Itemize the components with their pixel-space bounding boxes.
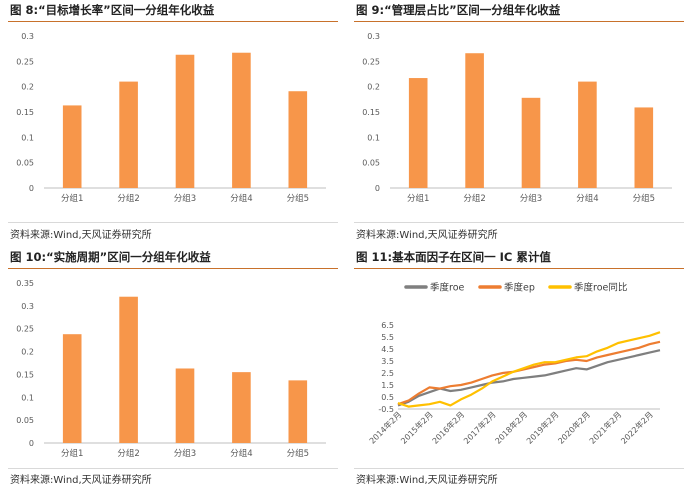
title-divider: [8, 21, 338, 22]
y-tick-label: 0.2: [21, 83, 34, 92]
x-tick-label: 分组4: [230, 193, 252, 204]
y-tick-label: 0.1: [21, 133, 34, 142]
y-tick-label: 0.05: [362, 159, 380, 168]
x-tick-label: 分组5: [633, 193, 655, 204]
x-tick-label: 2021年2月: [587, 409, 623, 445]
x-tick-label: 2017年2月: [461, 409, 497, 445]
bar: [62, 334, 82, 443]
y-tick-label: 1.5: [381, 381, 394, 390]
bar: [288, 380, 308, 443]
series-line: [397, 331, 661, 408]
y-tick-label: 0.5: [381, 393, 394, 402]
panel-title: 图 10:“实施周期”区间一分组年化收益: [10, 250, 211, 264]
y-tick-label: 0: [29, 184, 34, 193]
title-divider: [354, 21, 684, 22]
x-tick-label: 2016年2月: [430, 409, 466, 445]
x-tick-label: 分组4: [576, 193, 598, 204]
source-note: 资料来源:Wind,天风证券研究所: [356, 230, 498, 241]
x-tick-label: 分组2: [463, 193, 485, 204]
x-tick-label: 分组2: [117, 193, 139, 204]
bar: [578, 81, 597, 188]
panel-title: 图 9:“管理层占比”区间一分组年化收益: [356, 3, 561, 17]
bar: [288, 91, 308, 188]
x-tick-label: 分组1: [61, 448, 83, 459]
source-divider: [8, 468, 338, 469]
bar-chart-fig9: 0 0.05 0.1 0.15 0.2 0.25 0.3 分组1 分组2 分组3 分组4 分组5: [362, 32, 672, 204]
panel-title: 图 11:基本面因子在区间一 IC 累计值: [356, 250, 551, 264]
bar: [232, 372, 251, 443]
y-tick-label: 5.5: [381, 333, 394, 342]
title-divider: [8, 268, 338, 269]
y-tick-label: 0.1: [21, 393, 34, 402]
source-note: 资料来源:Wind,天风证券研究所: [10, 475, 152, 486]
panel-fig9: 图 9:“管理层占比”区间一分组年化收益 0 0.05 0.1 0.15 0.2 0.25…: [354, 0, 684, 246]
y-tick-label: 0.25: [16, 325, 34, 334]
source-note: 资料来源:Wind,天风证券研究所: [356, 475, 498, 486]
y-tick-label: 0.2: [21, 348, 34, 357]
bar: [119, 81, 138, 188]
y-tick-label: 0.05: [16, 416, 34, 425]
y-tick-label: 0.15: [16, 370, 34, 379]
y-tick-label: 0: [375, 184, 380, 193]
series-line: [397, 340, 661, 406]
y-tick-label: 2.5: [381, 369, 394, 378]
bar: [521, 97, 541, 188]
y-tick-label: 0.25: [362, 57, 380, 66]
panel-title: 图 8:“目标增长率”区间一分组年化收益: [10, 3, 215, 17]
x-tick-label: 分组4: [230, 448, 252, 459]
bar: [119, 296, 138, 443]
y-tick-label: 3.5: [381, 357, 394, 366]
x-tick-label: 分组1: [407, 193, 429, 204]
y-tick-label: 0.1: [367, 133, 380, 142]
source-divider: [8, 222, 338, 223]
title-divider: [354, 268, 684, 269]
source-divider: [354, 222, 684, 223]
panel-fig10: 图 10:“实施周期”区间一分组年化收益 0 0.05 0.1 0.15 0.2 0.25…: [8, 247, 338, 493]
bar-chart-fig10: 0 0.05 0.1 0.15 0.2 0.25 0.3 0.35 分组1 分组2 分组3 分组4 分组…: [16, 279, 326, 459]
x-tick-label: 2020年2月: [556, 409, 592, 445]
y-tick-label: 0.3: [367, 32, 380, 41]
source-divider: [354, 468, 684, 469]
y-tick-label: 0.15: [16, 108, 34, 117]
x-tick-label: 分组1: [61, 193, 83, 204]
bar-chart-fig8: 0 0.05 0.1 0.15 0.2 0.25 0.3 分组1 分组2 分组3 分组4 分组5: [16, 32, 326, 204]
y-tick-label: 0.2: [367, 83, 380, 92]
source-note: 资料来源:Wind,天风证券研究所: [10, 230, 152, 241]
x-tick-label: 2019年2月: [524, 409, 560, 445]
y-tick-label: 0.3: [21, 302, 34, 311]
legend-label: 季度roe同比: [574, 282, 627, 294]
panel-fig8: 图 8:“目标增长率”区间一分组年化收益 0 0.05 0.1 0.15 0.2 0.25…: [8, 0, 338, 246]
y-tick-label: 0.15: [362, 108, 380, 117]
bar: [175, 368, 195, 443]
bar: [62, 105, 82, 188]
bar: [408, 78, 428, 188]
y-tick-label: 0.05: [16, 159, 34, 168]
legend-label: 季度ep: [504, 282, 535, 294]
x-tick-label: 2018年2月: [493, 409, 529, 445]
line-chart-fig11: 季度roe 季度ep 季度roe同比 -0.5 0.5 1.5 2.5 3.5 4.5 5.5 6.…: [367, 282, 661, 446]
y-tick-label: 0.35: [16, 279, 34, 288]
x-tick-label: 2022年2月: [619, 409, 655, 445]
y-tick-label: -0.5: [378, 405, 394, 414]
x-tick-label: 分组3: [174, 193, 196, 204]
x-tick-label: 分组3: [520, 193, 542, 204]
bar: [634, 107, 654, 188]
x-tick-label: 2014年2月: [367, 409, 403, 445]
panel-fig11: 图 11:基本面因子在区间一 IC 累计值 季度roe 季度ep 季度roe同比 -0…: [354, 247, 684, 493]
x-tick-label: 分组5: [287, 448, 309, 459]
x-tick-label: 分组2: [117, 448, 139, 459]
bar: [232, 52, 251, 188]
series-line: [397, 349, 661, 407]
bar: [175, 54, 195, 188]
y-tick-label: 6.5: [381, 321, 394, 330]
bar: [465, 53, 484, 188]
x-tick-label: 分组5: [287, 193, 309, 204]
y-tick-label: 0.25: [16, 57, 34, 66]
legend-label: 季度roe: [430, 282, 465, 294]
y-tick-label: 0.3: [21, 32, 34, 41]
y-tick-label: 0: [29, 439, 34, 448]
x-tick-label: 2015年2月: [398, 409, 434, 445]
x-tick-label: 分组3: [174, 448, 196, 459]
y-tick-label: 4.5: [381, 345, 394, 354]
